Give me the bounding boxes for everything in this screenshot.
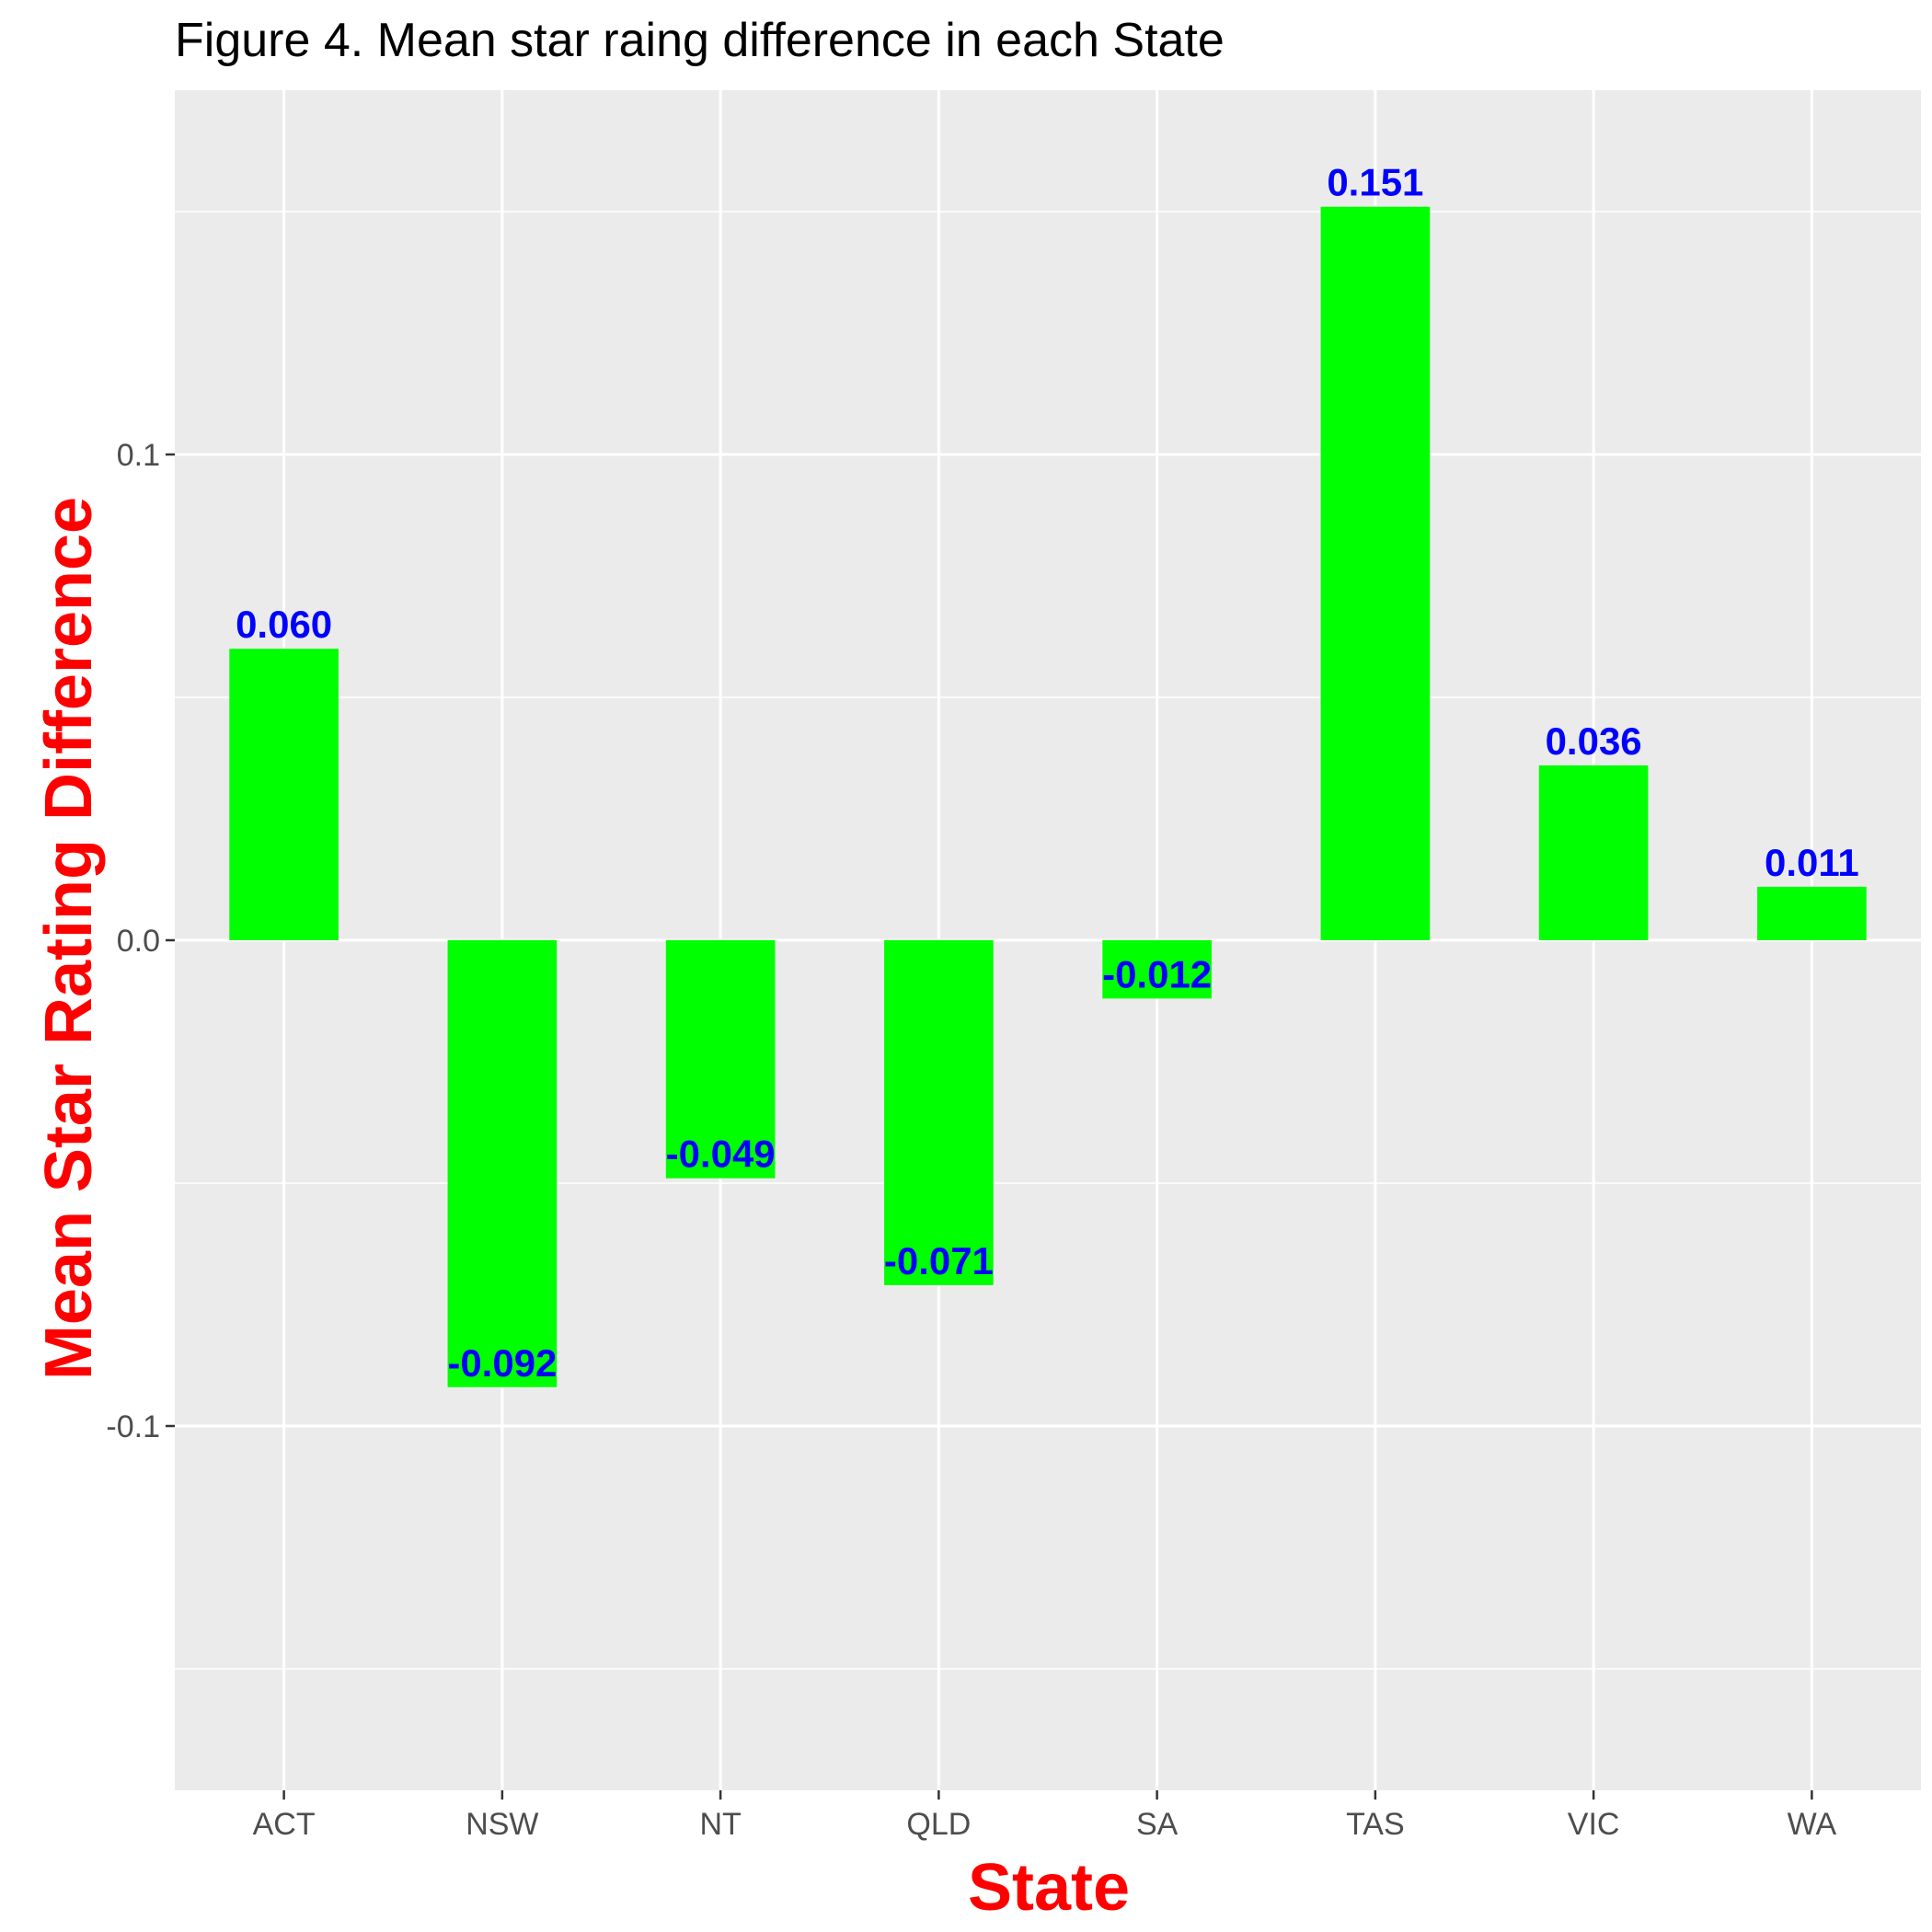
x-tick-label-vic: VIC [1568, 1807, 1620, 1842]
x-tick-label-tas: TAS [1346, 1807, 1405, 1842]
x-tick-label-nsw: NSW [466, 1807, 538, 1842]
y-tick-label: -0.1 [106, 1409, 160, 1444]
minor-gridlines [175, 211, 1921, 1670]
bar-vic [1538, 765, 1649, 940]
chart-title: Figure 4. Mean star raing difference in … [175, 14, 1225, 67]
bars [229, 206, 1867, 1387]
bar-qld [884, 940, 994, 1285]
x-tick-label-nt: NT [699, 1807, 741, 1842]
bar-tas [1320, 206, 1431, 941]
data-labels: 0.060 -0.092 -0.049 -0.071 -0.012 0.151 0.036 0… [236, 161, 1859, 1385]
y-tick-label: 0.1 [117, 438, 160, 473]
data-label-qld: -0.071 [884, 1239, 994, 1282]
data-label-vic: 0.036 [1546, 719, 1642, 763]
x-tick-label-qld: QLD [906, 1807, 971, 1842]
data-label-tas: 0.151 [1327, 161, 1423, 204]
data-label-wa: 0.011 [1765, 841, 1859, 884]
y-axis: -0.1 0.0 0.1 [106, 438, 175, 1444]
data-label-nt: -0.049 [666, 1133, 776, 1176]
y-tick-label: 0.0 [117, 924, 160, 959]
x-axis: ACT NSW NT QLD SA TAS VIC WA [253, 1790, 1837, 1842]
bar-sa [1102, 940, 1212, 999]
data-label-nsw: -0.092 [447, 1341, 557, 1385]
data-label-act: 0.060 [236, 603, 332, 646]
bar-act [229, 649, 339, 940]
y-axis-title: Mean Star Rating Difference [32, 496, 106, 1381]
bar-nt [665, 940, 776, 1179]
x-tick-label-wa: WA [1788, 1807, 1837, 1842]
x-tick-label-act: ACT [253, 1807, 316, 1842]
bar-wa [1757, 886, 1867, 940]
data-label-sa: -0.012 [1102, 952, 1212, 995]
x-axis-title: State [967, 1851, 1131, 1925]
bar-nsw [447, 940, 558, 1387]
x-tick-label-sa: SA [1136, 1807, 1179, 1842]
